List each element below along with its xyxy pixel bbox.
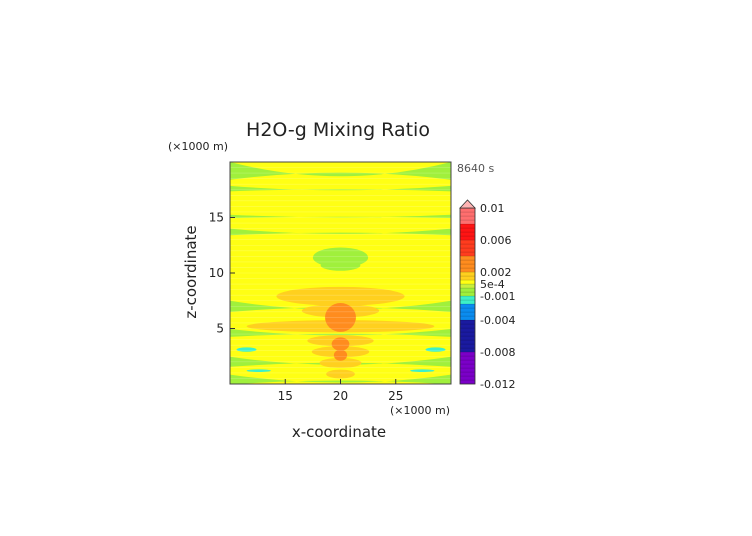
field-blob-17: [325, 302, 356, 332]
colorbar-swatch: [459, 311, 476, 317]
field-blob-22: [246, 369, 271, 373]
y-tick-label: 15: [209, 211, 224, 225]
field-band-1: [230, 185, 451, 192]
colorbar-swatch: [459, 255, 476, 261]
colorbar-swatch: [459, 283, 476, 289]
x-tick-label: 25: [388, 389, 403, 403]
colorbar-swatch: [459, 267, 476, 273]
x-axis: 15 20 25: [278, 379, 403, 403]
colorbar-swatch: [459, 275, 476, 281]
colorbar-swatch: [459, 251, 476, 257]
colorbar-swatch: [459, 279, 476, 285]
colorbar-swatch: [459, 375, 476, 381]
colorbar-swatch: [459, 307, 476, 313]
colorbar-swatch: [459, 347, 476, 353]
field-band-0: [230, 162, 451, 180]
colorbar-swatch: [459, 231, 476, 237]
colorbar-tick-label: -0.004: [480, 314, 515, 327]
field-blob-18: [331, 337, 350, 351]
x-axis-label: x-coordinate: [292, 423, 386, 441]
field-blob-20: [236, 347, 257, 352]
colorbar-tick-label: 0.002: [480, 266, 512, 279]
colorbar-swatch: [459, 327, 476, 333]
field-blob-21: [425, 347, 446, 352]
colorbar-swatch: [459, 323, 476, 329]
colorbar-swatch: [459, 263, 476, 269]
colorbar-swatch: [459, 371, 476, 377]
colorbar-swatch: [459, 295, 476, 301]
field-blob-9: [320, 259, 361, 271]
colorbar-swatch: [459, 291, 476, 297]
colorbar-swatch: [459, 339, 476, 345]
colorbar-swatch: [459, 207, 476, 213]
time-label: 8640 s: [457, 162, 494, 175]
x-tick-label: 15: [278, 389, 293, 403]
colorbar-tick-label: 0.006: [480, 234, 512, 247]
colorbar-swatch: [459, 363, 476, 369]
field-blob-19: [333, 349, 348, 361]
colorbar-swatch: [459, 343, 476, 349]
colorbar-swatch: [459, 303, 476, 309]
colorbar-swatch: [459, 271, 476, 277]
colorbar-swatch: [459, 235, 476, 241]
field-band-3: [230, 228, 451, 236]
x-unit-label: (×1000 m): [390, 404, 450, 417]
colorbar-swatch: [459, 239, 476, 245]
colorbar-tick-label: -0.008: [480, 346, 515, 359]
colorbar-swatch: [459, 259, 476, 265]
y-tick-label: 5: [216, 322, 224, 336]
y-axis: 5 10 15: [209, 211, 235, 336]
colorbar-swatch: [459, 379, 476, 385]
colorbar-swatch: [459, 215, 476, 221]
x-tick-label: 20: [333, 389, 348, 403]
field-blob-16: [326, 369, 355, 379]
colorbar-tick-label: 5e-4: [480, 278, 505, 291]
colorbar-swatch: [459, 367, 476, 373]
colorbar-swatch: [459, 335, 476, 341]
field-blob-10: [276, 286, 405, 306]
plot-area: [230, 162, 451, 384]
colorbar-swatch: [459, 331, 476, 337]
y-tick-label: 10: [209, 266, 224, 280]
y-axis-label: z-coordinate: [182, 225, 200, 318]
colorbar-swatch: [459, 351, 476, 357]
chart-title: H2O-g Mixing Ratio: [246, 119, 430, 141]
colorbar-arrow: [459, 199, 476, 209]
field-blob-23: [410, 369, 435, 373]
colorbar-swatch: [459, 287, 476, 293]
field-blob-15: [319, 357, 362, 368]
colorbar-swatch: [459, 319, 476, 325]
colorbar-swatch: [459, 227, 476, 233]
colorbar-swatch: [459, 223, 476, 229]
colorbar-swatch: [459, 211, 476, 217]
colorbar-tick-label: -0.012: [480, 378, 515, 391]
colorbar-tick-label: -0.001: [480, 290, 515, 303]
colorbar-swatch: [459, 355, 476, 361]
colorbar-swatch: [459, 315, 476, 321]
colorbar-tick-label: 0.01: [480, 202, 505, 215]
colorbar-swatch: [459, 219, 476, 225]
colorbar-swatch: [459, 299, 476, 305]
y-unit-label: (×1000 m): [168, 140, 228, 153]
colorbar-swatch: [459, 247, 476, 253]
colorbar-swatch: [459, 243, 476, 249]
colorbar-swatch: [459, 359, 476, 365]
field-band-2: [230, 214, 451, 219]
grid-lines: [230, 161, 451, 385]
